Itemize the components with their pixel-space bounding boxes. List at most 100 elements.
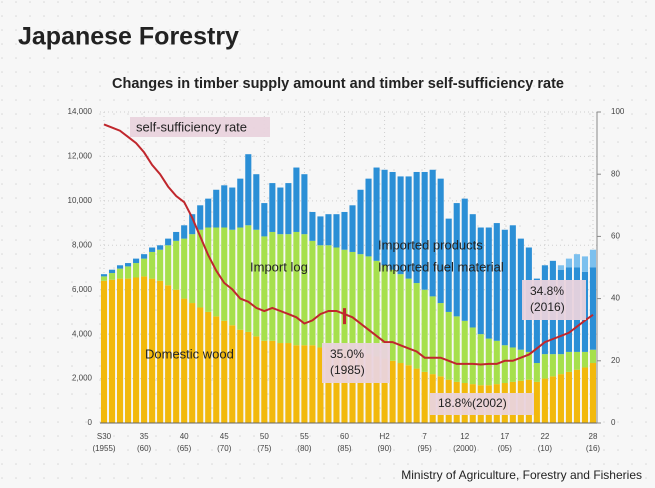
bar-segment bbox=[189, 234, 196, 304]
bar-segment bbox=[149, 247, 156, 252]
bar-segment bbox=[261, 340, 268, 423]
x-tick-sublabel: (70) bbox=[217, 444, 232, 453]
x-tick-sublabel: (80) bbox=[297, 444, 312, 453]
bar-segment bbox=[253, 336, 260, 423]
bar-segment bbox=[229, 325, 236, 423]
bar-segment bbox=[309, 345, 316, 423]
y-tick-label: 6,000 bbox=[72, 285, 93, 294]
bar-segment bbox=[565, 351, 572, 372]
y-tick-label: 10,000 bbox=[68, 196, 93, 205]
bar-segment bbox=[501, 345, 508, 384]
bar-segment bbox=[157, 245, 164, 250]
bar-segment bbox=[245, 331, 252, 423]
bar-segment bbox=[197, 307, 204, 423]
x-tick-sublabel: (05) bbox=[498, 444, 513, 453]
bar-segment bbox=[373, 356, 380, 423]
bar-segment bbox=[301, 174, 308, 235]
bar-segment bbox=[269, 231, 276, 341]
bar-segment bbox=[173, 289, 180, 423]
bar-segment bbox=[349, 350, 356, 423]
bar-segment bbox=[413, 368, 420, 423]
bar-segment bbox=[253, 174, 260, 230]
bar-segment bbox=[237, 329, 244, 423]
bar-segment bbox=[557, 374, 564, 423]
bar-segment bbox=[445, 311, 452, 380]
annotation-text: 34.8% bbox=[530, 284, 564, 298]
x-tick-label: 55 bbox=[300, 432, 309, 441]
bar-segment bbox=[189, 214, 196, 235]
source: Ministry of Agriculture, Forestry and Fi… bbox=[401, 468, 642, 482]
x-tick-sublabel: (16) bbox=[586, 444, 601, 453]
series-label: Import log bbox=[250, 259, 308, 274]
bar-segment bbox=[261, 203, 268, 237]
bar-segment bbox=[245, 154, 252, 226]
bar-segment bbox=[100, 274, 108, 277]
bar-segment bbox=[125, 263, 132, 267]
bar-segment bbox=[405, 278, 412, 366]
bar-segment bbox=[253, 229, 260, 337]
annotation-text: 35.0% bbox=[330, 347, 364, 361]
bar-segment bbox=[100, 280, 108, 423]
bar-segment bbox=[301, 345, 308, 423]
annotation-box bbox=[322, 343, 390, 383]
bar-segment bbox=[421, 289, 428, 372]
bar-segment bbox=[509, 225, 516, 348]
bar-segment bbox=[565, 371, 572, 423]
chart-subtitle: Changes in timber supply amount and timb… bbox=[112, 76, 564, 92]
bar-segment bbox=[221, 320, 228, 423]
bar-segment bbox=[293, 345, 300, 423]
bar-segment bbox=[485, 338, 492, 386]
series-label: Imported products bbox=[378, 237, 483, 252]
bar-segment bbox=[493, 223, 500, 341]
bar-segment bbox=[269, 183, 276, 232]
bar-segment bbox=[517, 349, 524, 381]
bar-segment bbox=[341, 349, 348, 423]
annotation-sub: (1985) bbox=[330, 363, 365, 377]
x-tick-label: 28 bbox=[589, 432, 598, 441]
x-tick-sublabel: (1955) bbox=[92, 444, 115, 453]
y-tick-label: 8,000 bbox=[72, 240, 93, 249]
line-label: self-sufficiency rate bbox=[136, 119, 247, 134]
bar-segment bbox=[373, 167, 380, 261]
y2-tick-label: 60 bbox=[611, 232, 620, 241]
bar-segment bbox=[181, 238, 188, 299]
bar-segment bbox=[397, 274, 404, 364]
bar-segment bbox=[133, 258, 140, 264]
bar-segment bbox=[221, 185, 228, 228]
bar-segment bbox=[309, 240, 316, 346]
bar-segment bbox=[197, 205, 204, 230]
bar-segment bbox=[493, 340, 500, 385]
x-tick-label: 7 bbox=[422, 432, 427, 441]
y-tick-label: 0 bbox=[88, 418, 93, 427]
bar-segment bbox=[461, 320, 468, 384]
bar-segment bbox=[397, 176, 404, 275]
bar-segment bbox=[141, 254, 148, 259]
y2-tick-label: 0 bbox=[611, 418, 616, 427]
bar-segment bbox=[573, 254, 581, 268]
bar-segment bbox=[469, 214, 476, 328]
bar-segment bbox=[165, 285, 172, 423]
bar-segment bbox=[557, 265, 564, 270]
bar-segment bbox=[157, 280, 164, 423]
bar-segment bbox=[293, 167, 300, 232]
bar-segment bbox=[285, 234, 292, 344]
bar-segment bbox=[229, 229, 236, 326]
bar-segment bbox=[405, 365, 412, 423]
bar-segment bbox=[149, 251, 156, 279]
bar-segment bbox=[389, 269, 396, 361]
series-label: Domestic wood bbox=[145, 346, 234, 361]
bar-segment bbox=[149, 278, 156, 423]
bar-segment bbox=[469, 327, 476, 385]
bar-segment bbox=[205, 311, 212, 423]
bar-segment bbox=[293, 231, 300, 346]
bar-segment bbox=[221, 227, 228, 321]
bar-segment bbox=[549, 376, 556, 423]
bar-segment bbox=[173, 240, 180, 290]
bar-segment bbox=[349, 205, 356, 252]
bar-segment bbox=[141, 276, 148, 423]
bar-segment bbox=[100, 276, 108, 281]
bar-segment bbox=[533, 363, 540, 382]
bar-segment bbox=[237, 227, 244, 330]
bar-segment bbox=[165, 238, 172, 246]
